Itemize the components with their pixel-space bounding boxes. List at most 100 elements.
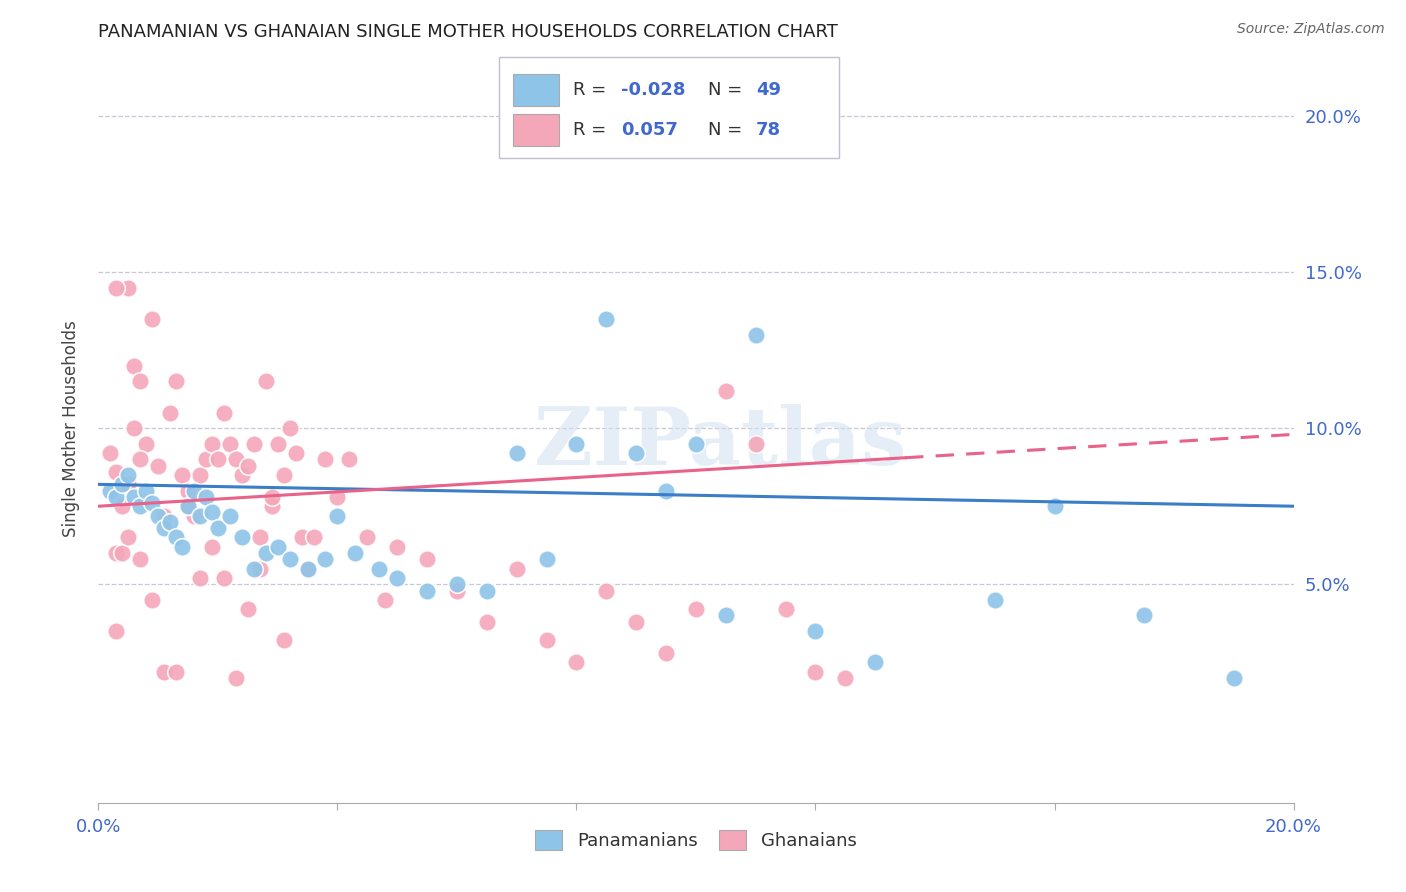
Point: [177, 500, 200, 514]
Point: [219, 436, 242, 450]
Point: [1043, 500, 1066, 514]
Point: [685, 436, 707, 450]
Point: [105, 281, 128, 295]
Point: [595, 312, 617, 326]
FancyBboxPatch shape: [499, 57, 839, 159]
Point: [260, 490, 283, 504]
Point: [225, 452, 247, 467]
Point: [177, 483, 200, 498]
Point: [195, 452, 218, 467]
Point: [267, 540, 290, 554]
Point: [153, 521, 176, 535]
Point: [655, 646, 678, 660]
Text: R =: R =: [572, 121, 617, 139]
Point: [267, 436, 290, 450]
Point: [141, 592, 163, 607]
Point: [207, 521, 229, 535]
Point: [129, 452, 152, 467]
Point: [111, 546, 134, 560]
Point: [685, 602, 707, 616]
Point: [207, 452, 229, 467]
Point: [416, 583, 439, 598]
Point: [291, 530, 314, 544]
Point: [446, 577, 468, 591]
Point: [188, 508, 211, 523]
Point: [356, 530, 378, 544]
Text: Source: ZipAtlas.com: Source: ZipAtlas.com: [1237, 22, 1385, 37]
Point: [219, 508, 242, 523]
Point: [212, 405, 235, 420]
Point: [344, 546, 367, 560]
Point: [865, 655, 887, 669]
Text: 78: 78: [756, 121, 780, 139]
Point: [165, 665, 187, 679]
Point: [117, 281, 139, 295]
Point: [745, 327, 768, 342]
Point: [117, 467, 139, 482]
Point: [124, 490, 146, 504]
Text: ZIPatlas: ZIPatlas: [534, 404, 905, 483]
Point: [153, 665, 176, 679]
Point: [236, 458, 259, 473]
Point: [416, 552, 439, 566]
Point: [315, 552, 337, 566]
Point: [124, 359, 146, 373]
Point: [1223, 671, 1246, 685]
Point: [135, 483, 157, 498]
Point: [117, 477, 139, 491]
Point: [243, 436, 266, 450]
Point: [626, 446, 648, 460]
Point: [141, 496, 163, 510]
Point: [201, 540, 224, 554]
Point: [565, 436, 588, 450]
Point: [385, 540, 409, 554]
Point: [297, 562, 319, 576]
Point: [446, 583, 468, 598]
Point: [243, 562, 266, 576]
Point: [117, 477, 139, 491]
Point: [153, 508, 176, 523]
Text: R =: R =: [572, 81, 612, 99]
Point: [984, 592, 1007, 607]
Text: -0.028: -0.028: [620, 81, 685, 99]
Text: 0.057: 0.057: [620, 121, 678, 139]
Point: [745, 436, 768, 450]
Point: [195, 490, 218, 504]
Text: PANAMANIAN VS GHANAIAN SINGLE MOTHER HOUSEHOLDS CORRELATION CHART: PANAMANIAN VS GHANAIAN SINGLE MOTHER HOU…: [98, 23, 838, 41]
Point: [172, 467, 194, 482]
Point: [98, 483, 122, 498]
Point: [278, 552, 301, 566]
Point: [212, 571, 235, 585]
Point: [536, 552, 558, 566]
Point: [225, 671, 247, 685]
Point: [374, 592, 396, 607]
Point: [249, 562, 271, 576]
Point: [775, 602, 797, 616]
Point: [124, 421, 146, 435]
Point: [183, 483, 205, 498]
Point: [254, 375, 277, 389]
Point: [626, 615, 648, 629]
Point: [385, 571, 409, 585]
Point: [105, 490, 128, 504]
Point: [148, 458, 170, 473]
Point: [273, 633, 295, 648]
Point: [141, 312, 163, 326]
Point: [804, 665, 827, 679]
Point: [105, 546, 128, 560]
Point: [111, 500, 134, 514]
Point: [105, 624, 128, 639]
Text: N =: N =: [709, 121, 748, 139]
Point: [475, 583, 498, 598]
Point: [165, 530, 187, 544]
Point: [278, 421, 301, 435]
Point: [165, 375, 187, 389]
Point: [260, 500, 283, 514]
Point: [111, 477, 134, 491]
Point: [834, 671, 856, 685]
Point: [172, 540, 194, 554]
Point: [284, 446, 307, 460]
Point: [148, 508, 170, 523]
Point: [315, 452, 337, 467]
Point: [273, 467, 295, 482]
